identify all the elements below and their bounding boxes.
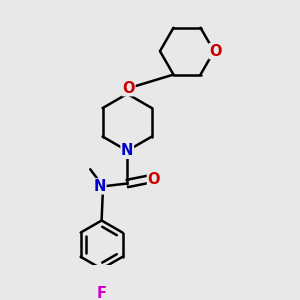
Text: O: O <box>147 172 160 187</box>
Text: N: N <box>93 179 106 194</box>
Text: O: O <box>209 44 222 59</box>
Text: F: F <box>97 286 106 300</box>
Text: N: N <box>121 143 134 158</box>
Text: O: O <box>122 81 135 96</box>
